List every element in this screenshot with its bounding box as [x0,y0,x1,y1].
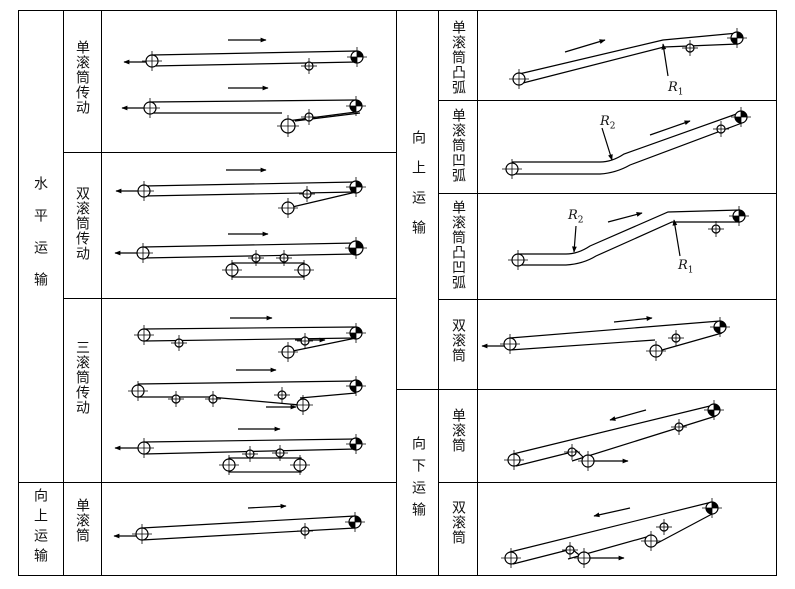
radius-label-r2-cc: R2 [568,208,584,226]
diagram-double-drive-b [114,231,367,280]
diagram-concave [502,107,751,179]
pulley-axis-tick [671,419,687,435]
drive-pulley-fill [708,404,720,416]
row-concave: 单滚筒凹弧 [450,108,466,183]
pulley-axis-tick [562,542,578,558]
pulley-axis-tick [168,391,184,407]
pulley-axis-tick [171,335,187,351]
pulley-axis-tick [301,109,317,125]
drive-pulley-fill [735,111,747,123]
section-upward-left: 向上运输 [32,488,48,568]
diagram-single-drive-a [123,37,367,74]
pulley-axis-tick [272,445,288,461]
pulley-axis-tick [277,115,299,137]
diagram-downward-single [504,400,724,471]
pulley-axis-tick [142,51,162,71]
drive-pulley-fill [349,241,363,255]
pulley-axis-tick [578,451,598,471]
conveyor-drawings [113,28,751,568]
pulley-axis-tick [134,181,154,201]
diagram-downward-double [501,498,722,568]
pulley-axis-tick [276,250,292,266]
section-upward-right: 向上运输 [410,130,426,250]
section-horizontal: 水平运输 [32,176,48,304]
pulley-axis-tick [646,341,666,361]
pulley-axis-tick [501,548,521,568]
pulley-axis-tick [299,186,315,202]
pulley-axis-tick [205,391,221,407]
diagram-convex [509,28,747,89]
drive-pulley-fill [714,321,726,333]
pulley-axis-tick [134,325,154,345]
pulley-axis-tick [133,243,153,263]
drive-pulley-fill [350,181,362,193]
diagram-triple-drive-b [128,367,366,415]
pulley-axis-tick [500,334,520,354]
pulley-axis-tick [128,381,148,401]
pulley-axis-tick [297,523,313,539]
table-grid [18,10,777,576]
radius-label-r2-concave: R2 [600,114,616,132]
drive-pulley-fill [350,438,362,450]
drive-pulley-fill [731,32,743,44]
pulley-axis-tick [293,395,313,415]
row-double-drive: 双滚筒传动 [74,186,90,261]
pulley-axis-tick [242,446,258,462]
pulley-axis-tick [641,531,661,551]
pulley-axis-tick [713,121,729,137]
diagram-upward-single-left [113,503,365,544]
pulley-axis-tick [290,455,310,475]
drive-pulley-fill [350,380,362,392]
row-convex: 单滚筒凸弧 [450,20,466,95]
diagram-convex-concave [508,206,749,270]
pulley-axis-tick [278,198,298,218]
pulley-axis-tick [502,159,522,179]
pulley-axis-tick [508,250,528,270]
row-single-up: 单滚筒 [74,498,90,543]
pulley-axis-tick [656,519,672,535]
pulley-axis-tick [132,524,152,544]
pulley-axis-tick [278,342,298,362]
pulley-axis-tick [509,69,529,89]
pulley-axis-tick [248,250,264,266]
pulley-axis-tick [294,260,314,280]
radius-label-r1-convex: R1 [668,80,684,98]
drive-pulley-fill [349,516,361,528]
pulley-axis-tick [668,330,684,346]
drive-pulley-fill [350,327,362,339]
pulley-axis-tick [222,260,242,280]
drive-pulley-fill [351,51,363,63]
pulley-axis-tick [219,455,239,475]
row-double-up: 双滚筒 [450,318,466,363]
pulley-axis-tick [134,438,154,458]
radius-label-r1-cc: R1 [678,258,694,276]
row-triple-drive: 三滚筒传动 [74,340,90,415]
drive-pulley-fill [733,210,745,222]
pulley-axis-tick [682,40,698,56]
row-single-drive: 单滚筒传动 [74,40,90,115]
pulley-axis-tick [504,450,524,470]
row-single-down: 单滚筒 [450,408,466,453]
pulley-axis-tick [708,221,724,237]
row-double-down: 双滚筒 [450,500,466,545]
pulley-axis-tick [274,387,290,403]
diagram-upward-double [481,316,730,361]
pulley-axis-tick [564,444,580,460]
row-convex-concave: 单滚筒凸凹弧 [450,200,466,290]
pulley-axis-tick [574,548,594,568]
diagram-double-drive-a [115,167,366,218]
diagram-triple-drive-a [134,315,366,362]
pulley-axis-tick [301,58,317,74]
drive-pulley-fill [350,100,362,112]
pulley-axis-tick [140,98,160,118]
drive-pulley-fill [706,502,718,514]
diagram-triple-drive-c [114,426,366,475]
section-downward: 向下运输 [410,436,426,524]
pulley-axis-tick [297,333,313,349]
diagram-single-drive-b [121,85,366,137]
